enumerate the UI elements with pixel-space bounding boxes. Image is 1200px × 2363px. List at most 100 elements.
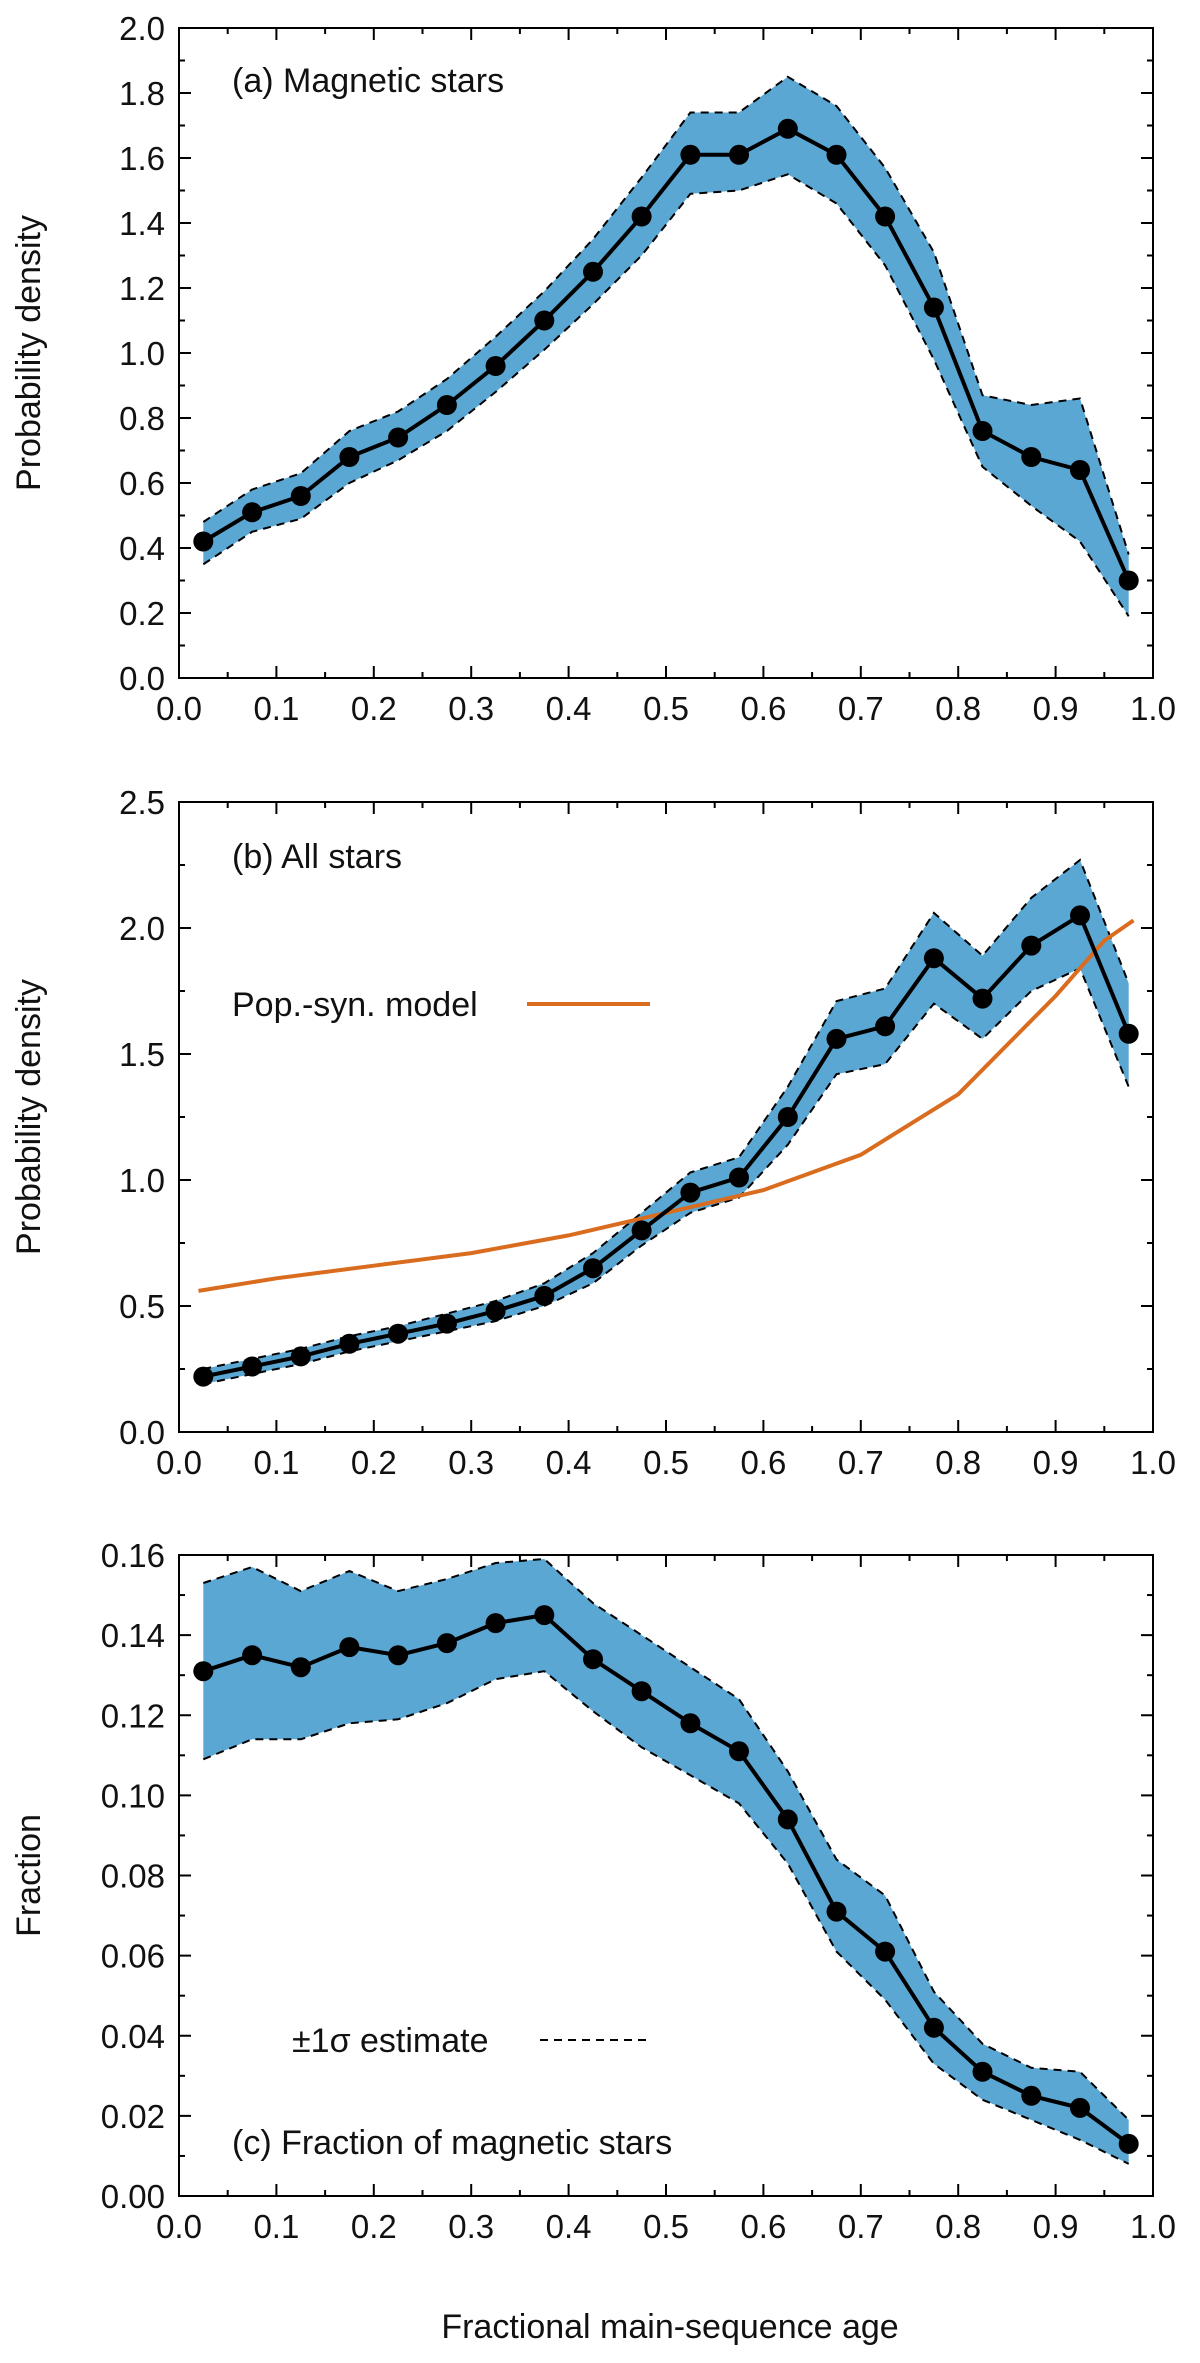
data-point — [680, 1182, 701, 1203]
y-tick-label: 0.4 — [119, 530, 165, 567]
model-line — [198, 918, 1135, 1293]
x-tick-label: 0.0 — [156, 690, 202, 727]
data-point — [1118, 1023, 1139, 1044]
panel-label: (a) Magnetic stars — [232, 62, 504, 100]
x-tick-label: 0.3 — [448, 1444, 494, 1481]
sigma-band — [203, 860, 1129, 1385]
data-point — [290, 1657, 311, 1678]
data-point — [583, 261, 603, 282]
data-point — [826, 144, 847, 165]
x-tick-label: 0.9 — [1033, 1444, 1079, 1481]
y-tick-label: 0.10 — [101, 1777, 165, 1814]
y-tick-label: 0.14 — [101, 1617, 165, 1654]
data-point — [923, 297, 944, 318]
data-point — [534, 310, 555, 331]
x-tick-label: 0.8 — [935, 1444, 981, 1481]
x-tick-label: 0.5 — [643, 1444, 689, 1481]
upper-sigma-line — [202, 75, 1130, 555]
data-point — [534, 1605, 555, 1626]
data-point — [875, 1941, 896, 1962]
data-point — [1118, 570, 1139, 591]
data-point — [1021, 935, 1042, 956]
x-tick-label: 1.0 — [1130, 690, 1176, 727]
y-tick-label: 2.0 — [119, 10, 165, 47]
data-point — [875, 1016, 896, 1037]
x-axis-label: Fractional main-sequence age — [441, 2308, 898, 2346]
data-point — [339, 1333, 360, 1354]
x-tick-label: 0.7 — [838, 690, 884, 727]
y-axis-label: Probability density — [10, 215, 48, 491]
upper-sigma-line — [203, 858, 1130, 1370]
x-tick-label: 0.1 — [253, 690, 299, 727]
panel-b: 0.0 0.1 0.2 0.3 0.4 0.5 0.6 0.7 0.8 0.9 1.0 0.0 0.5 1… — [10, 784, 1176, 1481]
y-tick-label: 0.6 — [119, 465, 165, 502]
data-point — [1070, 2097, 1090, 2118]
x-tick-label: 0.9 — [1033, 2208, 1079, 2245]
data-point — [485, 1301, 506, 1321]
data-point — [193, 1366, 214, 1387]
lower-sigma-line — [202, 173, 1130, 617]
y-tick-label: 1.5 — [119, 1036, 165, 1073]
data-point — [1070, 905, 1090, 926]
data-point — [923, 948, 944, 969]
x-tick-label: 0.0 — [156, 1444, 202, 1481]
x-tick-label: 0.8 — [935, 690, 981, 727]
data-point — [631, 206, 652, 227]
y-tick-label: 0.5 — [119, 1288, 165, 1325]
y-tick-label: 0.2 — [119, 595, 165, 632]
x-tick-label: 0.2 — [351, 1444, 397, 1481]
data-point — [339, 1637, 360, 1658]
data-point — [193, 531, 214, 552]
data-point — [972, 421, 993, 441]
x-tick-label: 0.1 — [253, 2208, 299, 2245]
data-point — [972, 2061, 993, 2082]
x-tick-label: 0.7 — [838, 1444, 884, 1481]
panel-c: 0.0 0.1 0.2 0.3 0.4 0.5 0.6 0.7 0.8 0.9 1.0 0.00 0.0… — [10, 1537, 1176, 2245]
data-point — [388, 427, 409, 448]
sigma-band — [203, 1559, 1129, 2164]
x-tick-label: 0.5 — [643, 2208, 689, 2245]
x-tick-label: 0.7 — [838, 2208, 884, 2245]
lower-sigma-line — [203, 966, 1130, 1386]
data-point — [729, 1167, 749, 1188]
data-point — [242, 502, 263, 523]
data-point — [875, 206, 896, 227]
data-point — [1118, 2133, 1139, 2154]
x-tick-label: 0.6 — [740, 690, 786, 727]
data-point — [290, 486, 311, 506]
lower-sigma-line — [202, 1670, 1130, 2165]
x-tick-label: 0.4 — [546, 1444, 592, 1481]
sigma-band — [203, 76, 1129, 617]
data-point — [680, 144, 701, 165]
data-point — [826, 1901, 847, 1922]
data-point — [583, 1258, 603, 1279]
y-tick-label: 1.6 — [119, 140, 165, 177]
y-tick-label: 0.04 — [101, 2018, 165, 2055]
data-point — [290, 1346, 311, 1367]
x-tick-label: 0.5 — [643, 690, 689, 727]
data-point — [193, 1661, 214, 1682]
plot-frame — [178, 801, 1154, 1433]
panel-label: (c) Fraction of magnetic stars — [232, 2124, 672, 2162]
x-tick-label: 0.8 — [935, 2208, 981, 2245]
y-tick-label: 2.5 — [119, 784, 165, 821]
data-point — [826, 1028, 847, 1049]
x-tick-label: 0.2 — [351, 690, 397, 727]
data-point — [388, 1323, 409, 1344]
x-tick-label: 0.0 — [156, 2208, 202, 2245]
x-tick-label: 0.2 — [351, 2208, 397, 2245]
x-tick-label: 1.0 — [1130, 2208, 1176, 2245]
data-point — [1021, 2085, 1042, 2106]
x-tick-label: 0.6 — [740, 2208, 786, 2245]
y-axis-label: Fraction — [10, 1814, 48, 1937]
data-point — [242, 1645, 263, 1666]
data-point — [436, 395, 457, 415]
x-tick-label: 0.4 — [546, 690, 592, 727]
y-tick-label: 0.16 — [101, 1537, 165, 1574]
x-tick-label: 0.3 — [448, 690, 494, 727]
y-tick-label: 1.0 — [119, 1162, 165, 1199]
data-point — [972, 988, 993, 1009]
x-tick-label: 0.6 — [740, 1444, 786, 1481]
data-point — [583, 1649, 603, 1670]
